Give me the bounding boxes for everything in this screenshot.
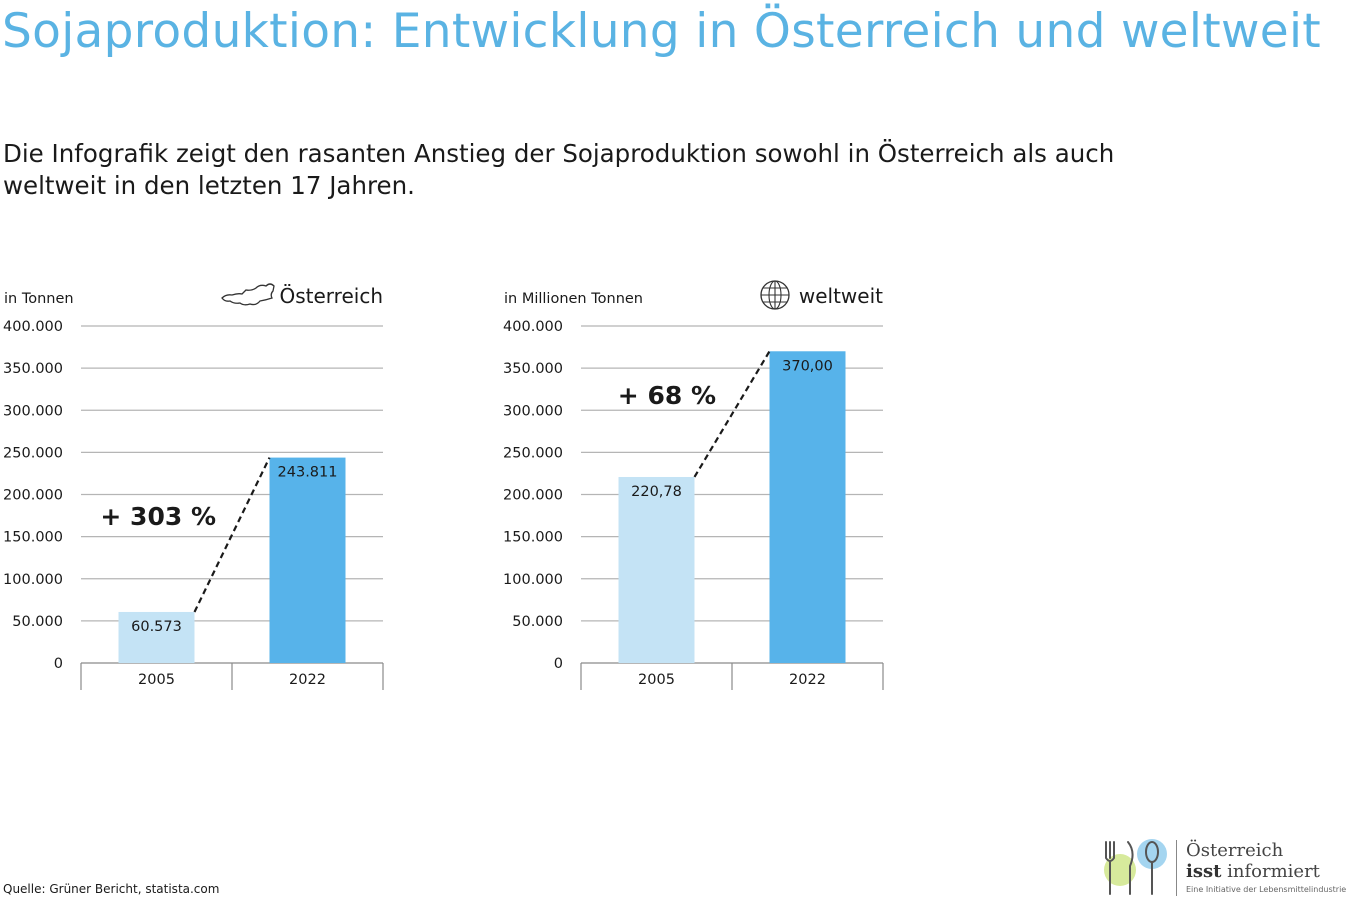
bar-value-label: 60.573	[131, 619, 182, 635]
y-tick-label: 250.000	[3, 445, 63, 461]
chart-austria: in Tonnen Österreich 0 50.000 100.000 150.000…	[0, 270, 400, 710]
brand-logo: Österreich isst informiert Eine Initiati…	[1098, 836, 1358, 900]
logo-line-2: isst informiert	[1186, 861, 1320, 882]
logo-isst: isst	[1186, 861, 1222, 882]
bar-value-label: 220,78	[631, 484, 682, 500]
y-tick-label: 350.000	[503, 361, 563, 377]
bar-2005	[118, 611, 195, 663]
chart-svg: in Tonnen Österreich 0 50.000 100.000 150.000…	[3, 283, 384, 690]
source-note: Quelle: Grüner Bericht, statista.com	[3, 882, 220, 896]
bar-value-label: 370,00	[782, 358, 833, 374]
logo-informiert: informiert	[1221, 861, 1320, 882]
y-tick-label: 150.000	[3, 530, 63, 546]
region-title: weltweit	[799, 284, 883, 308]
x-tick-label: 2022	[289, 672, 326, 688]
y-tick-label: 200.000	[3, 488, 63, 504]
y-tick-label: 250.000	[503, 445, 563, 461]
x-tick-label: 2005	[638, 672, 675, 688]
bar-2022	[269, 457, 346, 663]
region-title: Österreich	[280, 284, 384, 308]
bar-value-label: 243.811	[278, 465, 338, 481]
y-tick-label: 200.000	[503, 488, 563, 504]
y-tick-label: 400.000	[503, 319, 563, 335]
y-tick-label: 50.000	[512, 614, 563, 630]
x-tick-label: 2022	[789, 672, 826, 688]
chart-world: in Millionen Tonnen weltweit 0 50.000 100.00…	[500, 270, 900, 710]
growth-label: + 68 %	[618, 381, 716, 410]
page-subtitle: Die Infografik zeigt den rasanten Anstie…	[3, 139, 1115, 200]
y-tick-label: 0	[554, 656, 563, 672]
y-tick-label: 100.000	[503, 572, 563, 588]
y-tick-label: 350.000	[3, 361, 63, 377]
y-tick-label: 0	[54, 656, 63, 672]
y-tick-label: 400.000	[3, 319, 63, 335]
y-tick-label: 150.000	[503, 530, 563, 546]
y-tick-label: 300.000	[503, 403, 563, 419]
austria-map-icon	[221, 283, 275, 306]
y-tick-label: 50.000	[12, 614, 63, 630]
y-tick-label: 300.000	[3, 403, 63, 419]
x-tick-label: 2005	[138, 672, 175, 688]
cutlery-logo-icon	[1104, 839, 1167, 895]
logo-divider	[1176, 840, 1177, 896]
chart-svg: in Millionen Tonnen weltweit 0 50.000 100.00…	[503, 280, 884, 690]
logo-line-1: Österreich	[1186, 840, 1284, 861]
logo-line-3: Eine Initiative der Lebensmittelindustri…	[1186, 885, 1347, 894]
unit-label: in Millionen Tonnen	[504, 291, 643, 307]
unit-label: in Tonnen	[4, 291, 74, 307]
page-title: Sojaproduktion: Entwicklung in Österreic…	[2, 4, 1322, 59]
bar-2022	[769, 351, 846, 663]
globe-icon	[760, 280, 790, 310]
growth-label: + 303 %	[100, 502, 216, 531]
growth-line	[193, 457, 271, 613]
growth-line	[693, 350, 771, 478]
bar-2005	[618, 476, 695, 663]
y-tick-label: 100.000	[3, 572, 63, 588]
